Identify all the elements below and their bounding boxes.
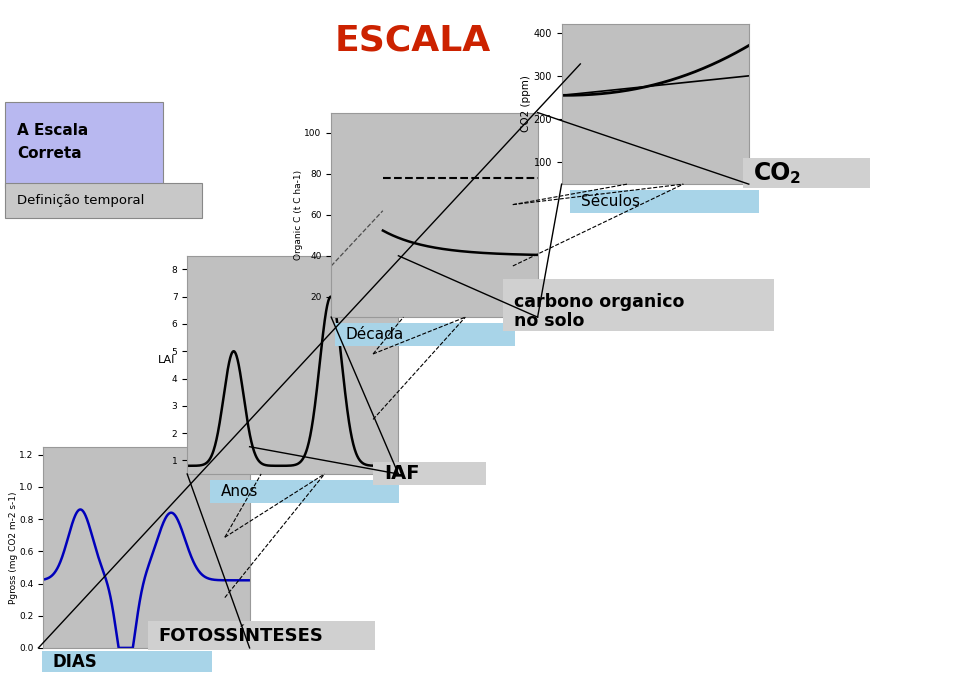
Text: IAF: IAF (384, 464, 420, 483)
Y-axis label: Pgross (mg CO2 m-2 s-1): Pgross (mg CO2 m-2 s-1) (9, 491, 17, 604)
Text: 2: 2 (790, 171, 801, 186)
Text: A Escala: A Escala (17, 123, 88, 138)
Text: FOTOSSÍNTESES: FOTOSSÍNTESES (158, 627, 324, 644)
Text: no solo: no solo (514, 312, 584, 329)
Y-axis label: LAI: LAI (157, 355, 175, 365)
Text: Década: Década (346, 327, 404, 342)
Text: DIAS: DIAS (53, 653, 98, 670)
Y-axis label: Organic C (t C ha-1): Organic C (t C ha-1) (294, 170, 302, 260)
Text: Definição temporal: Definição temporal (17, 194, 145, 207)
Text: Séculos: Séculos (581, 194, 639, 209)
Y-axis label: CO2 (ppm): CO2 (ppm) (520, 76, 531, 132)
Text: Correta: Correta (17, 146, 82, 161)
Text: Anos: Anos (221, 484, 258, 499)
Text: ESCALA: ESCALA (335, 24, 491, 58)
Text: CO: CO (754, 161, 791, 186)
Text: carbono organico: carbono organico (514, 293, 684, 311)
